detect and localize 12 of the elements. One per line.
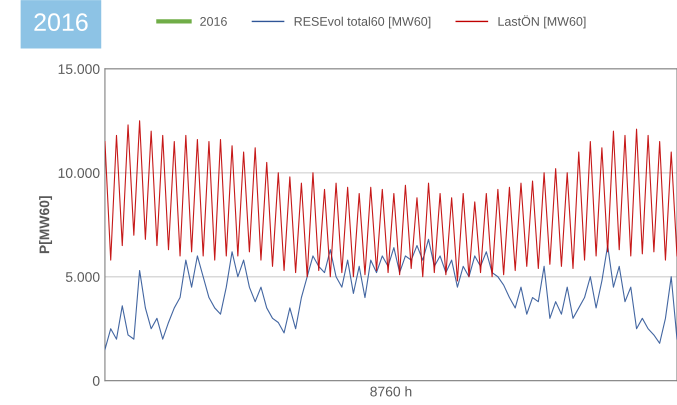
line-series <box>104 120 677 282</box>
y-tick-label: 15.000 <box>58 64 100 74</box>
y-axis-title: P[MW60] <box>39 196 52 254</box>
legend-label: 2016 <box>200 17 227 26</box>
chart-title: 2016 <box>34 13 88 32</box>
line-series <box>104 238 677 350</box>
y-tick-label: 0 <box>92 376 100 386</box>
legend-label: RESEvol total60 [MW60] <box>294 16 430 28</box>
legend-label: LastÖN [MW60] <box>498 15 586 28</box>
x-axis-title: 8760 h <box>370 386 412 396</box>
y-tick-label: 10.000 <box>58 168 100 178</box>
y-tick-label: 5.000 <box>66 272 100 282</box>
